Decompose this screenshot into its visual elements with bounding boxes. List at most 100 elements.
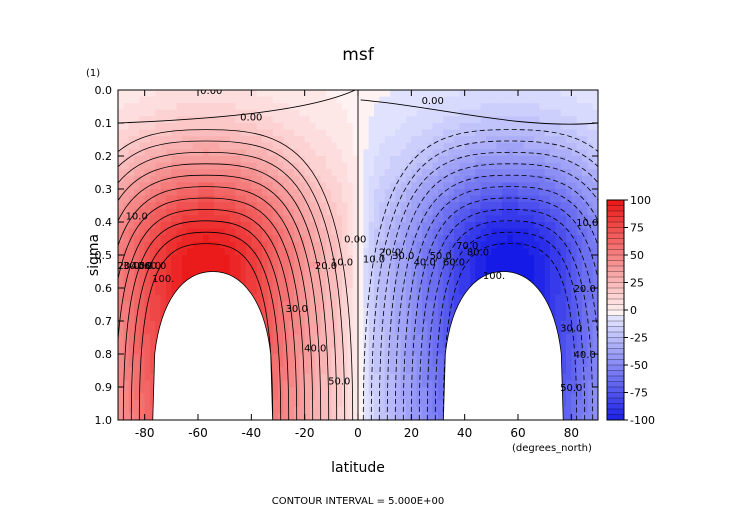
field-cell (278, 222, 284, 229)
field-cell (294, 228, 300, 236)
field-cell (374, 334, 380, 342)
field-cell (310, 367, 316, 375)
colorbar-swatch (606, 375, 625, 382)
field-cell (267, 116, 274, 124)
field-cell (539, 129, 546, 137)
field-cell (278, 301, 284, 309)
field-cell (150, 387, 156, 394)
field-cell (502, 228, 508, 236)
field-cell (192, 255, 199, 262)
field-cell (336, 129, 343, 137)
field-cell (470, 215, 476, 223)
field-cell (326, 347, 332, 355)
field-cell (582, 90, 588, 97)
field-cell (262, 175, 268, 183)
colorbar-swatch (606, 315, 625, 322)
field-cell (240, 241, 247, 249)
field-cell (560, 367, 567, 375)
field-cell (384, 360, 391, 368)
field-cell (422, 156, 428, 163)
field-cell (315, 406, 322, 414)
field-cell (304, 347, 311, 355)
field-cell (544, 241, 551, 249)
field-cell (566, 334, 572, 342)
field-cell (496, 241, 503, 249)
field-cell (326, 261, 332, 269)
field-cell (411, 294, 418, 302)
field-cell (342, 235, 348, 243)
field-cell (438, 248, 444, 256)
field-cell (390, 202, 396, 210)
field-cell (288, 413, 295, 420)
field-cell (576, 215, 583, 223)
field-cell (571, 241, 578, 249)
contour-line (394, 174, 598, 420)
field-cell (502, 90, 508, 97)
field-cell (390, 123, 396, 130)
field-cell (395, 288, 402, 295)
field-cell (571, 255, 578, 262)
field-cell (368, 136, 375, 144)
field-cell (587, 307, 594, 315)
field-cell (326, 241, 332, 249)
field-cell (171, 235, 178, 243)
field-cell (144, 175, 151, 183)
field-cell (134, 261, 140, 269)
field-cell (379, 129, 386, 137)
field-cell (304, 281, 311, 289)
field-cell (443, 301, 450, 309)
field-cell (523, 169, 530, 177)
field-cell (491, 123, 498, 130)
contour-label: 0.00 (240, 112, 262, 123)
field-cell (139, 281, 146, 289)
field-cell (336, 321, 343, 328)
field-cell (550, 248, 556, 256)
field-cell (411, 208, 418, 216)
field-cell (171, 96, 178, 104)
field-cell (571, 90, 578, 97)
field-cell (459, 96, 466, 104)
field-cell (464, 149, 471, 157)
field-cell (192, 96, 199, 104)
field-cell (395, 215, 402, 223)
field-cell (427, 208, 434, 216)
field-cell (390, 406, 396, 414)
southern-blank (152, 271, 274, 420)
field-cell (528, 90, 535, 97)
field-cell (566, 255, 572, 262)
field-cell (374, 241, 380, 249)
field-cell (294, 367, 300, 375)
field-cell (219, 142, 226, 150)
field-cell (363, 268, 370, 276)
field-cell (347, 169, 354, 177)
field-cell (406, 321, 412, 328)
field-cell (560, 215, 567, 223)
field-cell (512, 149, 519, 157)
field-cell (459, 228, 466, 236)
field-cell (246, 103, 252, 111)
field-cell (464, 215, 471, 223)
field-cell (150, 189, 156, 196)
field-cell (496, 228, 503, 236)
field-cell (555, 182, 562, 190)
field-cell (144, 307, 151, 315)
field-cell (416, 215, 423, 223)
field-cell (592, 380, 598, 388)
field-cell (288, 195, 295, 203)
field-cell (528, 268, 535, 276)
field-cell (411, 182, 418, 190)
field-cell (587, 235, 594, 243)
field-cell (182, 182, 188, 190)
field-cell (411, 413, 418, 420)
field-cell (267, 215, 274, 223)
field-cell (454, 255, 460, 262)
field-cell (592, 149, 598, 157)
field-cell (134, 222, 140, 229)
field-cell (486, 123, 492, 130)
field-cell (422, 334, 428, 342)
field-cell (502, 175, 508, 183)
contour-line (118, 163, 330, 420)
field-cell (118, 281, 124, 289)
field-cell (352, 340, 359, 348)
field-cell (283, 162, 290, 170)
